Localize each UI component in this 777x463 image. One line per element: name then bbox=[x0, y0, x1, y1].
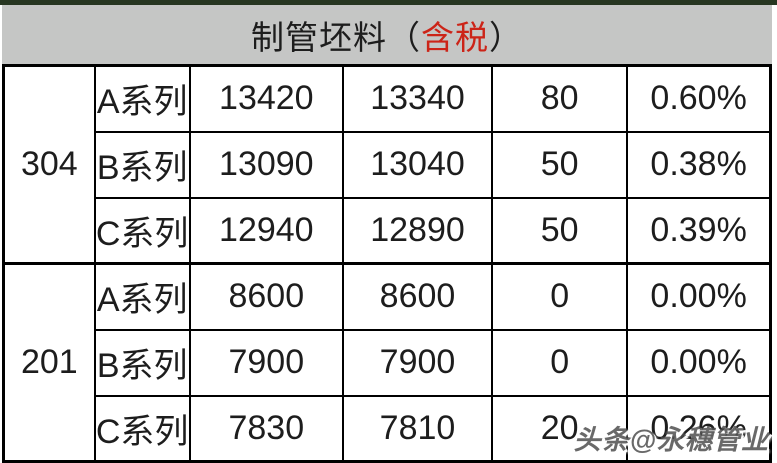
change-cell: 50 bbox=[491, 196, 629, 265]
change-cell: 0 bbox=[491, 328, 629, 397]
price2-cell: 7900 bbox=[341, 328, 494, 397]
change-cell: 50 bbox=[491, 130, 629, 199]
pct-cell: 0.00% bbox=[626, 328, 772, 397]
price2-cell: 7810 bbox=[341, 394, 494, 463]
pct-cell: 0.00% bbox=[626, 262, 772, 331]
pct-cell: 0.38% bbox=[626, 130, 772, 199]
change-cell: 80 bbox=[491, 64, 629, 133]
price1-cell: 7900 bbox=[188, 328, 344, 397]
table-row: C系列 7830 7810 20 0.26% bbox=[4, 394, 772, 463]
price-table: 304 A系列 13420 13340 80 0.60% B系列 13090 1… bbox=[2, 64, 772, 463]
grade-cell: 201 bbox=[2, 262, 96, 463]
price1-cell: 8600 bbox=[188, 262, 344, 331]
change-cell: 20 bbox=[491, 394, 629, 463]
series-cell: A系列 bbox=[93, 64, 191, 133]
price1-cell: 13420 bbox=[188, 64, 344, 133]
price2-cell: 8600 bbox=[341, 262, 494, 331]
series-cell: A系列 bbox=[93, 262, 191, 331]
price2-cell: 13340 bbox=[341, 64, 494, 133]
change-cell: 0 bbox=[491, 262, 629, 331]
price2-cell: 13040 bbox=[341, 130, 494, 199]
series-cell: B系列 bbox=[93, 130, 191, 199]
pct-cell: 0.26% bbox=[626, 394, 772, 463]
series-cell: C系列 bbox=[93, 394, 191, 463]
table-row: 201 A系列 8600 8600 0 0.00% bbox=[2, 262, 772, 463]
table-row: 304 A系列 13420 13340 80 0.60% bbox=[2, 64, 772, 265]
top-accent-bar bbox=[0, 0, 777, 5]
grade-cell: 304 bbox=[2, 64, 96, 265]
price1-cell: 7830 bbox=[188, 394, 344, 463]
table-row: B系列 7900 7900 0 0.00% bbox=[4, 328, 772, 397]
series-cell: C系列 bbox=[93, 196, 191, 265]
table-title: 制管坯料（ 含税） bbox=[2, 5, 772, 64]
price1-cell: 13090 bbox=[188, 130, 344, 199]
pct-cell: 0.39% bbox=[626, 196, 772, 265]
table-row: B系列 13090 13040 50 0.38% bbox=[4, 130, 772, 199]
series-cell: B系列 bbox=[93, 328, 191, 397]
title-text-prefix: 制管坯料（ bbox=[251, 18, 421, 56]
price1-cell: 12940 bbox=[188, 196, 344, 265]
pct-cell: 0.60% bbox=[626, 64, 772, 133]
title-text-suffix: ） bbox=[489, 18, 523, 56]
table-row: C系列 12940 12890 50 0.39% bbox=[4, 196, 772, 265]
title-text-highlight: 含税 bbox=[421, 18, 489, 56]
price2-cell: 12890 bbox=[341, 196, 494, 265]
